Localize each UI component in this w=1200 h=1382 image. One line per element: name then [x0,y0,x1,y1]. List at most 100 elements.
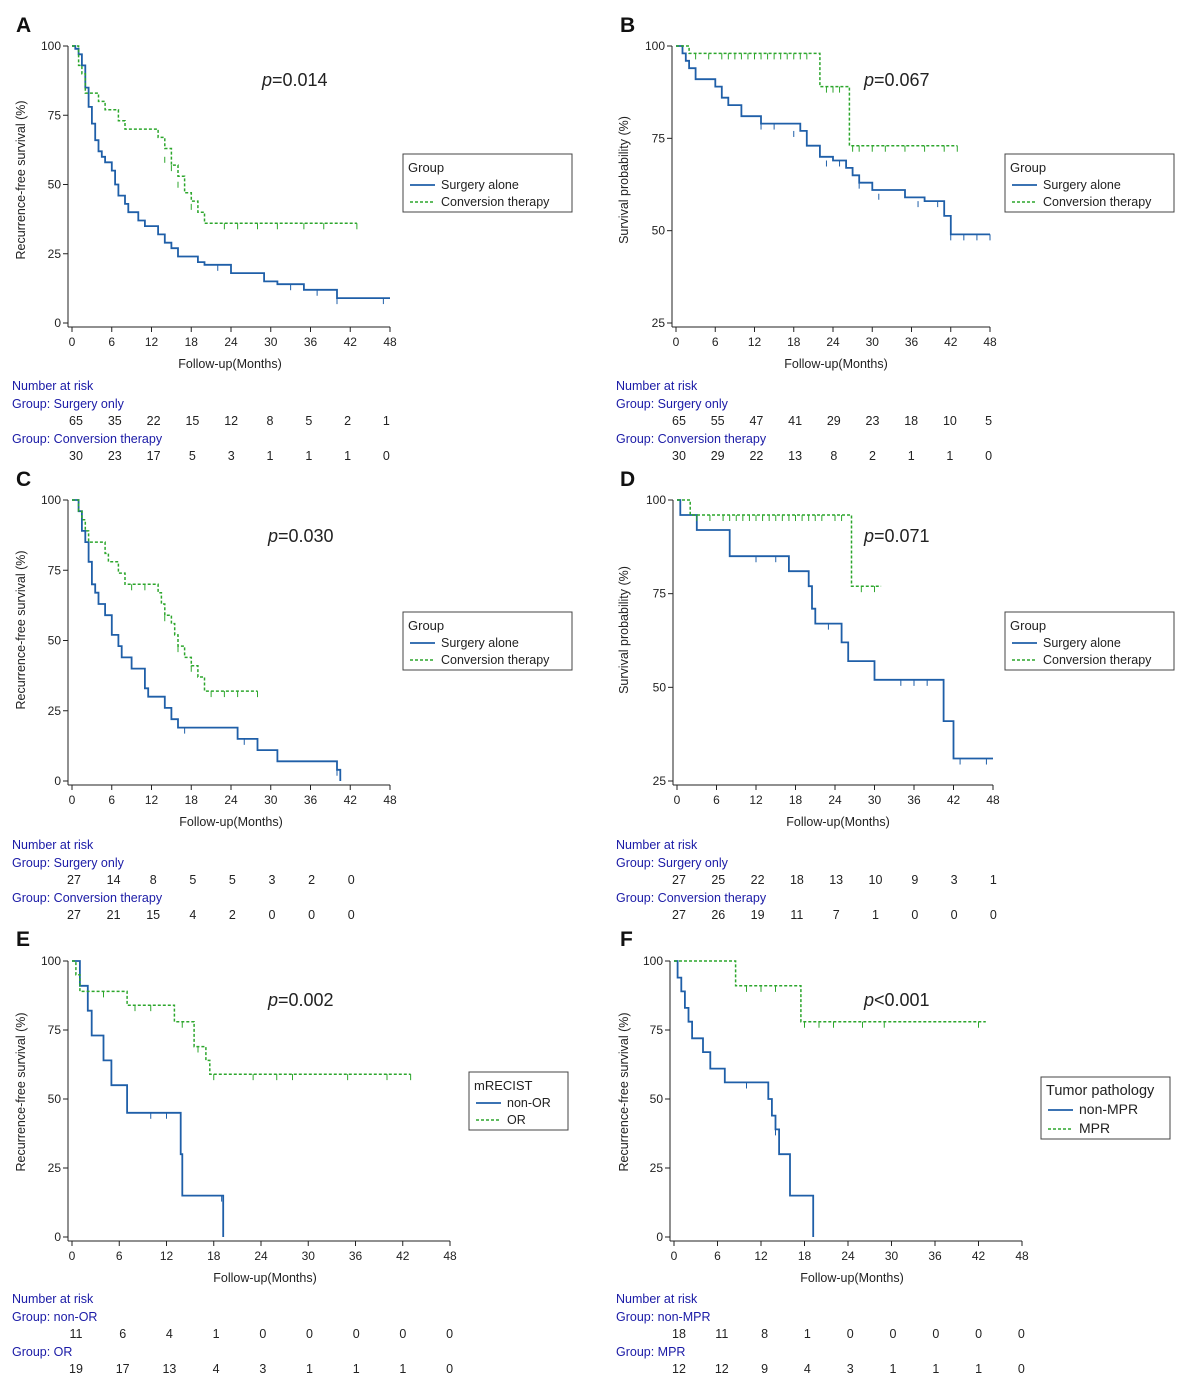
risk-count: 27 [67,908,81,922]
km-curve-conversion-therapy [676,45,958,147]
x-tick-label: 42 [396,1249,410,1263]
km-curve-surgery-alone [72,499,342,781]
km-curve-non-or [72,960,225,1237]
risk-count: 1 [306,1362,313,1376]
y-tick-label: 75 [650,1023,664,1037]
risk-count: 21 [107,908,121,922]
risk-group-label: Group: non-OR [12,1310,97,1324]
y-tick-label: 50 [652,224,666,238]
risk-count: 27 [672,908,686,922]
risk-count: 5 [985,414,992,428]
risk-count: 1 [908,449,915,463]
legend-item-label: Surgery alone [1043,636,1121,650]
risk-count: 0 [985,449,992,463]
x-tick-label: 18 [185,793,199,807]
y-tick-label: 25 [653,774,667,788]
y-tick-label: 75 [48,1023,62,1037]
risk-count: 1 [353,1362,360,1376]
risk-count: 0 [446,1362,453,1376]
p-value-label: p=0.002 [267,990,334,1010]
risk-count: 11 [790,908,803,922]
panel-letter: A [16,14,31,37]
risk-count: 17 [147,449,161,463]
risk-count: 9 [761,1362,768,1376]
risk-count: 3 [228,449,235,463]
x-tick-label: 6 [108,335,115,349]
risk-count: 8 [267,414,274,428]
risk-count: 0 [890,1327,897,1341]
y-tick-label: 0 [54,774,61,788]
risk-count: 14 [107,873,121,887]
x-tick-label: 24 [826,335,840,349]
x-tick-label: 12 [754,1249,768,1263]
x-tick-label: 36 [928,1249,942,1263]
y-tick-label: 50 [48,178,62,192]
legend-item-label: Surgery alone [441,636,519,650]
x-tick-label: 18 [787,335,801,349]
risk-count: 10 [943,414,957,428]
risk-count: 55 [711,414,725,428]
risk-count: 19 [751,908,765,922]
risk-count: 1 [990,873,997,887]
risk-group-label: Group: Surgery only [12,397,125,411]
y-tick-label: 100 [41,954,61,968]
risk-count: 15 [146,908,160,922]
risk-group-label: Group: Conversion therapy [12,891,163,905]
x-axis-title: Follow-up(Months) [786,815,890,829]
risk-group-label: Group: Surgery only [616,397,729,411]
risk-count: 1 [872,908,879,922]
x-tick-label: 24 [841,1249,855,1263]
risk-count: 1 [267,449,274,463]
legend-item-label: Surgery alone [441,178,519,192]
y-tick-label: 100 [645,39,665,53]
risk-count: 23 [108,449,122,463]
x-tick-label: 30 [302,1249,316,1263]
y-tick-label: 25 [48,1161,62,1175]
y-tick-label: 100 [643,954,663,968]
y-axis-title: Recurrence-free survival (%) [14,550,28,709]
y-tick-label: 25 [652,316,666,330]
risk-count: 11 [715,1327,728,1341]
risk-count: 1 [975,1362,982,1376]
risk-count: 5 [229,873,236,887]
legend-item-label: Conversion therapy [1043,653,1152,667]
legend: Group Surgery alone Conversion therapy [1004,153,1175,213]
km-curve-conversion-therapy [72,499,258,692]
x-tick-label: 48 [983,335,997,349]
risk-count: 18 [904,414,918,428]
risk-count: 0 [353,1327,360,1341]
km-curve-or [72,960,411,1075]
risk-count: 2 [308,873,315,887]
risk-count: 26 [711,908,725,922]
y-tick-label: 100 [646,493,666,507]
x-tick-label: 48 [383,793,397,807]
risk-count: 25 [711,873,725,887]
legend-item-label: non-MPR [1079,1101,1138,1117]
risk-group-label: Group: MPR [616,1345,685,1359]
panel-letter: F [620,928,633,951]
x-tick-label: 36 [304,793,318,807]
p-value-label: p=0.014 [261,70,328,90]
y-tick-label: 25 [48,704,62,718]
y-axis-title: Recurrence-free survival (%) [14,1012,28,1171]
risk-count: 5 [189,449,196,463]
km-curve-surgery-alone [72,45,390,299]
risk-group-label: Group: Surgery only [12,856,125,870]
x-tick-label: 42 [947,793,961,807]
x-tick-label: 30 [885,1249,899,1263]
x-tick-label: 12 [748,335,762,349]
x-axis-title: Follow-up(Months) [179,815,283,829]
y-tick-label: 75 [48,108,62,122]
risk-count: 8 [761,1327,768,1341]
x-tick-label: 0 [673,335,680,349]
risk-count: 0 [911,908,918,922]
y-tick-label: 75 [652,131,666,145]
legend-title: Group [408,618,444,633]
legend-item-label: MPR [1079,1120,1110,1136]
p-value-label: p=0.030 [267,526,334,546]
risk-table-title: Number at risk [12,379,94,393]
risk-count: 7 [833,908,840,922]
